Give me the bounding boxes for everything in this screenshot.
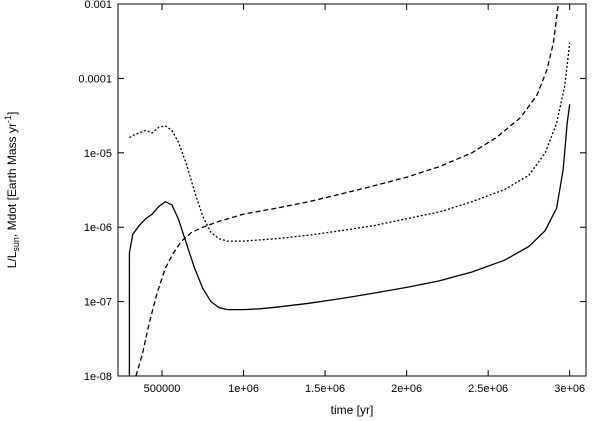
y-tick-label: 0.001 xyxy=(84,0,112,11)
x-axis-label: time [yr] xyxy=(331,403,374,417)
series-line-solid xyxy=(128,104,571,376)
x-tick-label: 1e+06 xyxy=(228,383,259,395)
plot-frame xyxy=(117,3,587,377)
y-tick-label: 1e-05 xyxy=(84,148,112,160)
y-tick-label: 1e-06 xyxy=(84,222,112,234)
series-line-dotted xyxy=(129,42,571,242)
series-layer xyxy=(128,4,571,376)
y-axis-ticks: 1e-08 1e-07 1e-06 1e-05 0.0001 0.001 xyxy=(78,0,586,383)
y-tick-label: 1e-08 xyxy=(84,371,112,383)
x-tick-label: 500000 xyxy=(144,383,181,395)
x-tick-label: 2e+06 xyxy=(391,383,422,395)
x-tick-label: 2.5e+06 xyxy=(468,383,508,395)
x-tick-label: 3e+06 xyxy=(554,383,585,395)
y-tick-label: 1e-07 xyxy=(84,297,112,309)
y-axis-label: L/Lsun, Mdot [Earth Mass yr-1] xyxy=(3,112,21,269)
series-line-dashed xyxy=(135,4,559,376)
x-tick-label: 1.5e+06 xyxy=(305,383,345,395)
x-axis-ticks: 500000 1e+06 1.5e+06 2e+06 2.5e+06 3e+06 xyxy=(144,4,585,395)
y-tick-label: 0.0001 xyxy=(78,73,112,85)
